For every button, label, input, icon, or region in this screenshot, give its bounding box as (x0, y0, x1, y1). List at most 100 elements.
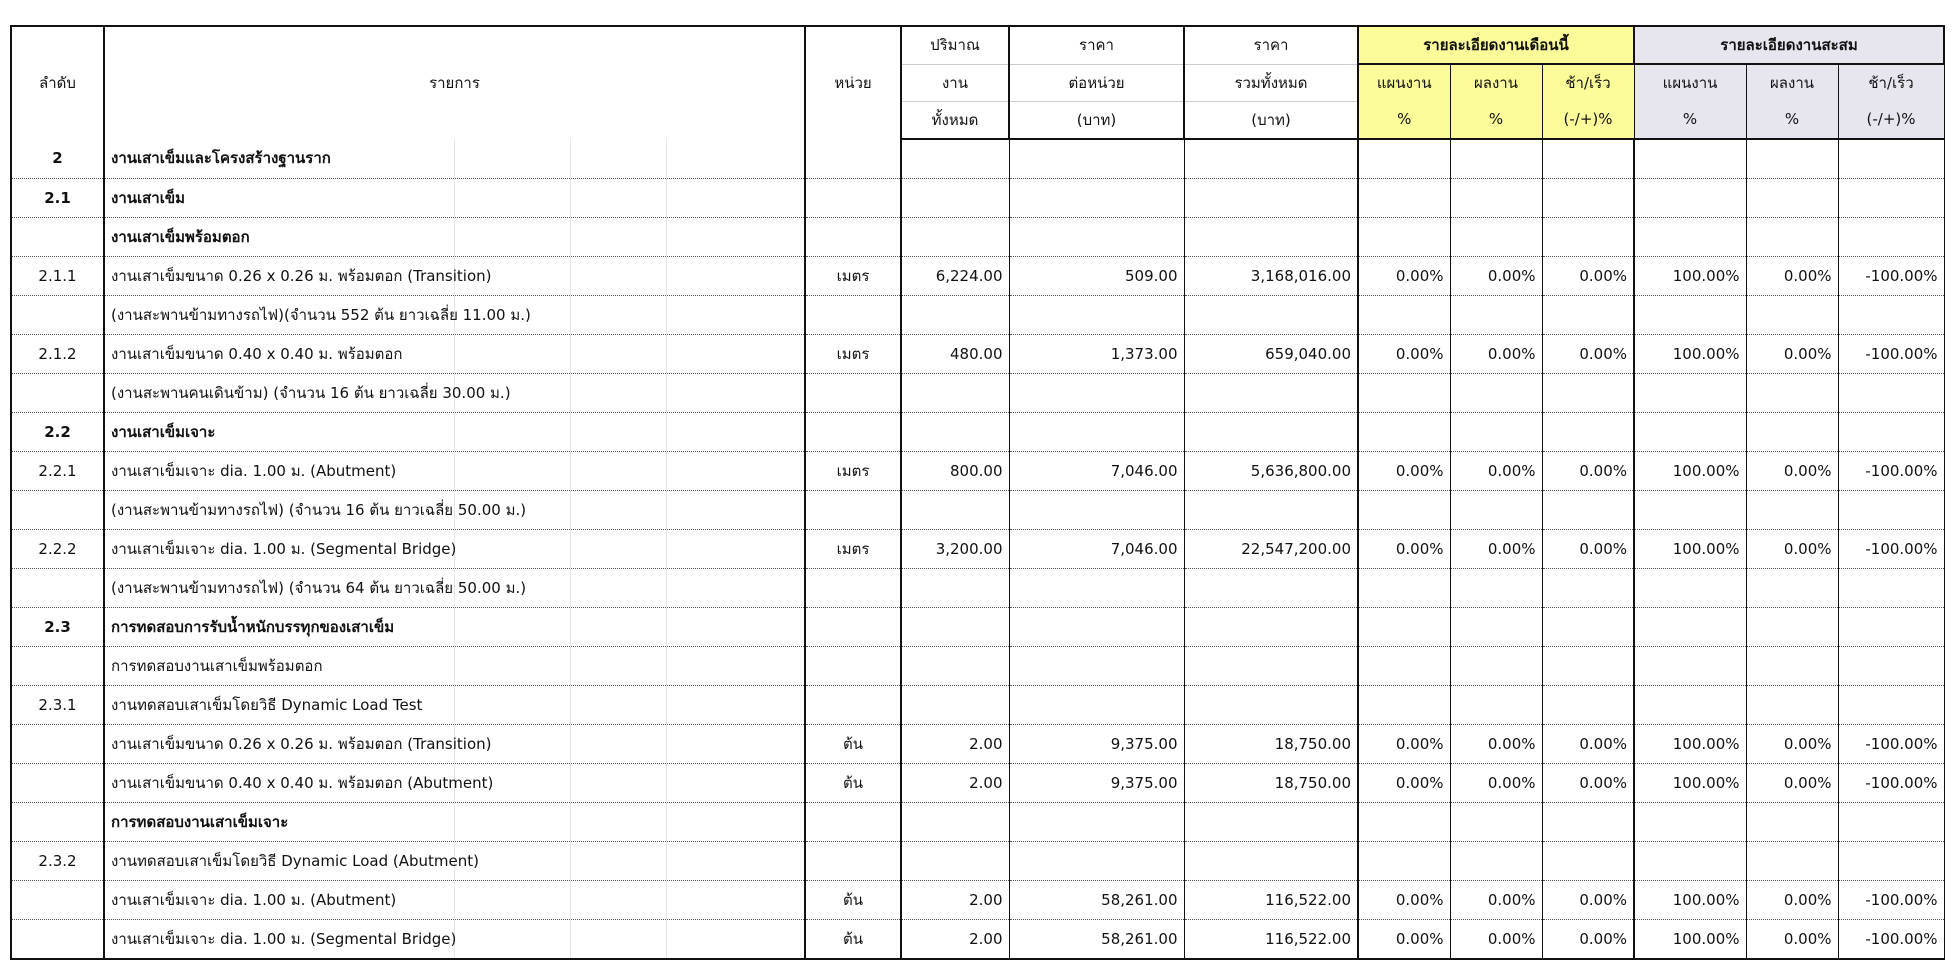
table-row: 2.3.1 งานทดสอบเสาเข็มโดยวิธี Dynamic Load… (10, 685, 1945, 725)
row-cum-diff (1837, 841, 1945, 881)
row-description: งานเสาเข็มขนาด 0.26 x 0.26 ม. พร้อมตอก (… (103, 256, 806, 296)
row-cum-actual (1745, 646, 1839, 686)
row-description: งานเสาเข็มเจาะ dia. 1.00 ม. (Abutment) (103, 880, 806, 920)
row-month-diff (1541, 685, 1636, 725)
row-cum-actual: 0.00% (1745, 763, 1839, 803)
row-unit-price (1008, 373, 1185, 413)
row-month-actual: 0.00% (1449, 256, 1543, 296)
table-row: (งานสะพานข้ามทางรถไฟ) (จำนวน 16 ต้น ยาวเ… (10, 490, 1945, 530)
row-cum-actual (1745, 685, 1839, 725)
row-description: งานเสาเข็ม (103, 178, 806, 218)
row-month-plan (1357, 841, 1451, 881)
row-number (10, 217, 105, 257)
table-row: 2.1.1 งานเสาเข็มขนาด 0.26 x 0.26 ม. พร้อม… (10, 256, 1945, 296)
header-unit-price-3: (บาท) (1008, 100, 1185, 140)
row-description: (งานสะพานข้ามทางรถไฟ)(จำนวน 552 ต้น ยาวเ… (103, 295, 806, 335)
row-month-diff (1541, 217, 1636, 257)
row-total-price: 5,636,800.00 (1183, 451, 1359, 491)
row-description: (งานสะพานคนเดินข้าม) (จำนวน 16 ต้น ยาวเฉ… (103, 373, 806, 413)
row-month-diff (1541, 138, 1636, 179)
row-total-price: 659,040.00 (1183, 334, 1359, 374)
header-month-actual: ผลงาน (1449, 64, 1543, 101)
row-number (10, 568, 105, 608)
row-month-plan: 0.00% (1357, 724, 1451, 764)
row-month-actual (1449, 412, 1543, 452)
header-no: ลำดับ (10, 25, 105, 139)
row-unit-price (1008, 841, 1185, 881)
row-quantity (900, 217, 1010, 257)
header-month-actual-unit: % (1449, 101, 1543, 140)
row-month-diff (1541, 373, 1636, 413)
row-month-actual: 0.00% (1449, 529, 1543, 569)
row-month-actual (1449, 178, 1543, 218)
row-month-diff: 0.00% (1541, 919, 1636, 960)
row-cum-diff: -100.00% (1837, 724, 1945, 764)
row-description: งานเสาเข็มขนาด 0.40 x 0.40 ม. พร้อมตอก (103, 334, 806, 374)
row-month-actual (1449, 802, 1543, 842)
row-unit-price (1008, 412, 1185, 452)
row-cum-actual: 0.00% (1745, 256, 1839, 296)
row-month-plan (1357, 373, 1451, 413)
row-quantity: 480.00 (900, 334, 1010, 374)
row-quantity: 2.00 (900, 763, 1010, 803)
row-number: 2.3.1 (10, 685, 105, 725)
row-unit (804, 138, 902, 179)
row-month-diff: 0.00% (1541, 763, 1636, 803)
row-unit-price: 9,375.00 (1008, 763, 1185, 803)
row-month-actual (1449, 373, 1543, 413)
row-month-actual (1449, 607, 1543, 647)
row-number: 2.1.1 (10, 256, 105, 296)
row-unit-price: 58,261.00 (1008, 880, 1185, 920)
row-cum-diff (1837, 412, 1945, 452)
row-cum-actual (1745, 373, 1839, 413)
row-month-plan: 0.00% (1357, 451, 1451, 491)
row-month-diff (1541, 178, 1636, 218)
row-number: 2.2.2 (10, 529, 105, 569)
row-unit-price (1008, 295, 1185, 335)
row-unit-price: 9,375.00 (1008, 724, 1185, 764)
row-month-diff (1541, 646, 1636, 686)
table-row: 2.1.2 งานเสาเข็มขนาด 0.40 x 0.40 ม. พร้อม… (10, 334, 1945, 374)
row-cum-actual (1745, 490, 1839, 530)
row-cum-plan (1633, 607, 1747, 647)
row-total-price: 116,522.00 (1183, 919, 1359, 960)
row-month-plan (1357, 138, 1451, 179)
row-month-plan (1357, 217, 1451, 257)
row-quantity: 2.00 (900, 919, 1010, 960)
row-description: งานเสาเข็มพร้อมตอก (103, 217, 806, 257)
row-unit-price (1008, 568, 1185, 608)
table-row: (งานสะพานข้ามทางรถไฟ) (จำนวน 64 ต้น ยาวเ… (10, 568, 1945, 608)
row-month-actual (1449, 568, 1543, 608)
row-cum-plan: 100.00% (1633, 724, 1747, 764)
row-number: 2 (10, 138, 105, 179)
row-total-price: 18,750.00 (1183, 724, 1359, 764)
header-unit: หน่วย (804, 25, 902, 139)
row-cum-diff: -100.00% (1837, 919, 1945, 960)
row-month-plan: 0.00% (1357, 880, 1451, 920)
row-total-price (1183, 412, 1359, 452)
row-month-plan (1357, 295, 1451, 335)
row-cum-actual (1745, 841, 1839, 881)
row-quantity (900, 802, 1010, 842)
row-month-diff: 0.00% (1541, 256, 1636, 296)
row-description: งานเสาเข็มและโครงสร้างฐานราก (103, 138, 806, 179)
row-unit-price (1008, 217, 1185, 257)
table-row: (งานสะพานคนเดินข้าม) (จำนวน 16 ต้น ยาวเฉ… (10, 373, 1945, 413)
row-cum-plan: 100.00% (1633, 529, 1747, 569)
table-row: งานเสาเข็มขนาด 0.40 x 0.40 ม. พร้อมตอก (… (10, 763, 1945, 803)
row-total-price: 18,750.00 (1183, 763, 1359, 803)
row-quantity (900, 841, 1010, 881)
row-month-diff: 0.00% (1541, 451, 1636, 491)
row-description: งานเสาเข็มเจาะ dia. 1.00 ม. (Segmental B… (103, 529, 806, 569)
row-month-plan (1357, 568, 1451, 608)
row-unit (804, 295, 902, 335)
row-cum-plan (1633, 412, 1747, 452)
row-number (10, 724, 105, 764)
row-month-diff: 0.00% (1541, 529, 1636, 569)
header-qty: ปริมาณ (900, 25, 1010, 64)
row-quantity (900, 178, 1010, 218)
table-row: 2 งานเสาเข็มและโครงสร้างฐานราก (10, 138, 1945, 179)
row-month-diff: 0.00% (1541, 334, 1636, 374)
row-unit (804, 646, 902, 686)
table-row: 2.2.2 งานเสาเข็มเจาะ dia. 1.00 ม. (Segmen… (10, 529, 1945, 569)
